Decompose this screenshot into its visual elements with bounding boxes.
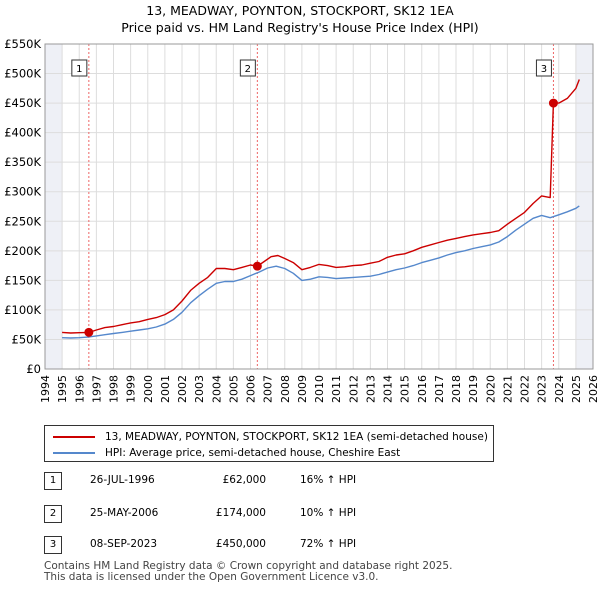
legend-label-hpi: HPI: Average price, semi-detached house,… (105, 447, 401, 459)
chart-title-block: 13, MEADWAY, POYNTON, STOCKPORT, SK12 1E… (0, 2, 600, 36)
y-tick-label: £500K (4, 67, 41, 81)
legend-item-property: 13, MEADWAY, POYNTON, STOCKPORT, SK12 1E… (53, 429, 488, 445)
chart-title: 13, MEADWAY, POYNTON, STOCKPORT, SK12 1E… (146, 3, 454, 18)
shaded-region-before (45, 44, 63, 369)
sale-row: 1 26-JUL-1996 £62,000 16% ↑ HPI (44, 472, 464, 490)
legend-item-hpi: HPI: Average price, semi-detached house,… (53, 445, 400, 461)
x-tick-label: 2004 (210, 375, 223, 403)
plot-frame (44, 43, 594, 370)
x-tick-label: 2017 (433, 375, 446, 403)
x-tick-label: 1994 (39, 375, 52, 403)
gridlines (44, 43, 594, 370)
x-tick-label: 2023 (536, 375, 549, 403)
sale-point (252, 261, 262, 271)
series-line-property (62, 79, 580, 334)
chart-subtitle: Price paid vs. HM Land Registry's House … (121, 20, 479, 35)
sale-number-badge: 3 (44, 536, 62, 554)
legend-swatch-hpi (53, 452, 95, 454)
x-tick-label: 2024 (553, 375, 566, 403)
y-tick-label: £350K (4, 155, 41, 169)
shaded-region-after (575, 44, 593, 369)
x-tick-label: 1999 (125, 375, 138, 403)
sale-date: 26-JUL-1996 (90, 474, 155, 486)
y-tick-label: £50K (12, 332, 42, 346)
footer-licence: This data is licensed under the Open Gov… (44, 571, 379, 583)
y-tick-label: £200K (4, 244, 41, 258)
price-chart: 1 2 3 £0 £50K £100K £150K £200K £250K £300K £350K… (4, 37, 600, 403)
y-tick-label: £300K (4, 185, 41, 199)
sale-marker-box (535, 59, 552, 77)
sale-row: 3 08-SEP-2023 £450,000 72% ↑ HPI (44, 536, 464, 554)
x-tick-label: 2010 (313, 375, 326, 403)
x-tick-label: 2000 (142, 375, 155, 403)
sale-hpi-change: 72% ↑ HPI (300, 538, 357, 550)
sale-marker-label: 2 (245, 64, 251, 75)
x-tick-label: 2026 (587, 375, 600, 403)
x-tick-label: 2012 (347, 375, 360, 403)
x-tick-label: 1997 (90, 375, 103, 403)
footer: Contains HM Land Registry data © Crown c… (44, 561, 452, 583)
x-tick-label: 2008 (279, 375, 292, 403)
x-tick-label: 2025 (570, 375, 583, 403)
y-tick-label: £450K (4, 96, 41, 110)
sale-date: 25-MAY-2006 (90, 507, 159, 519)
x-tick-label: 2007 (262, 375, 275, 403)
sale-marker-label: 1 (76, 64, 82, 75)
x-tick-label: 2015 (399, 375, 412, 403)
sale-markers: 1 2 3 (71, 59, 558, 337)
x-tick-label: 2020 (484, 375, 497, 403)
x-tick-label: 2011 (330, 375, 343, 403)
x-tick-label: 2014 (382, 375, 395, 403)
x-tick-label: 1998 (108, 375, 121, 403)
sale-row: 2 25-MAY-2006 £174,000 10% ↑ HPI (44, 505, 464, 523)
x-tick-label: 1996 (73, 375, 86, 403)
sale-price: £450,000 (215, 538, 266, 550)
x-tick-label: 2009 (296, 375, 309, 403)
sale-marker-box (239, 59, 256, 77)
x-tick-label: 2016 (416, 375, 429, 403)
x-tick-label: 2013 (364, 375, 377, 403)
x-tick-label: 2002 (176, 375, 189, 403)
sale-number-badge: 2 (44, 505, 62, 523)
sale-point (548, 98, 558, 108)
x-tick-label: 2021 (501, 375, 514, 403)
sale-marker-label: 3 (541, 64, 547, 75)
y-tick-label: £100K (4, 303, 41, 317)
x-tick-label: 2005 (227, 375, 240, 403)
y-tick-label: £550K (4, 37, 41, 51)
sale-number-badge: 1 (44, 472, 62, 490)
x-tick-label: 2022 (519, 375, 532, 403)
sale-hpi-change: 16% ↑ HPI (300, 474, 357, 486)
sale-hpi-change: 10% ↑ HPI (300, 507, 357, 519)
sale-point (84, 327, 94, 337)
x-tick-label: 2003 (193, 375, 206, 403)
y-tick-label: £250K (4, 214, 41, 228)
x-tick-label: 2018 (450, 375, 463, 403)
x-tick-label: 2006 (245, 375, 258, 403)
x-tick-label: 1995 (56, 375, 69, 403)
series-line-hpi (62, 205, 580, 339)
y-tick-label: £0 (26, 362, 41, 376)
legend: 13, MEADWAY, POYNTON, STOCKPORT, SK12 1E… (44, 425, 494, 462)
x-tick-label: 2019 (467, 375, 480, 403)
legend-swatch-property (53, 436, 95, 438)
legend-label-property: 13, MEADWAY, POYNTON, STOCKPORT, SK12 1E… (105, 431, 488, 443)
axis-labels: £0 £50K £100K £150K £200K £250K £300K £350K £400… (4, 37, 600, 403)
sale-date: 08-SEP-2023 (90, 538, 158, 550)
sale-marker-box (71, 59, 88, 77)
x-tick-label: 2001 (159, 375, 172, 403)
footer-copyright: Contains HM Land Registry data © Crown c… (44, 560, 453, 572)
y-tick-label: £400K (4, 126, 41, 140)
series-lines (62, 79, 580, 339)
sale-price: £174,000 (215, 507, 266, 519)
y-tick-label: £150K (4, 273, 41, 287)
sale-price: £62,000 (222, 474, 266, 486)
